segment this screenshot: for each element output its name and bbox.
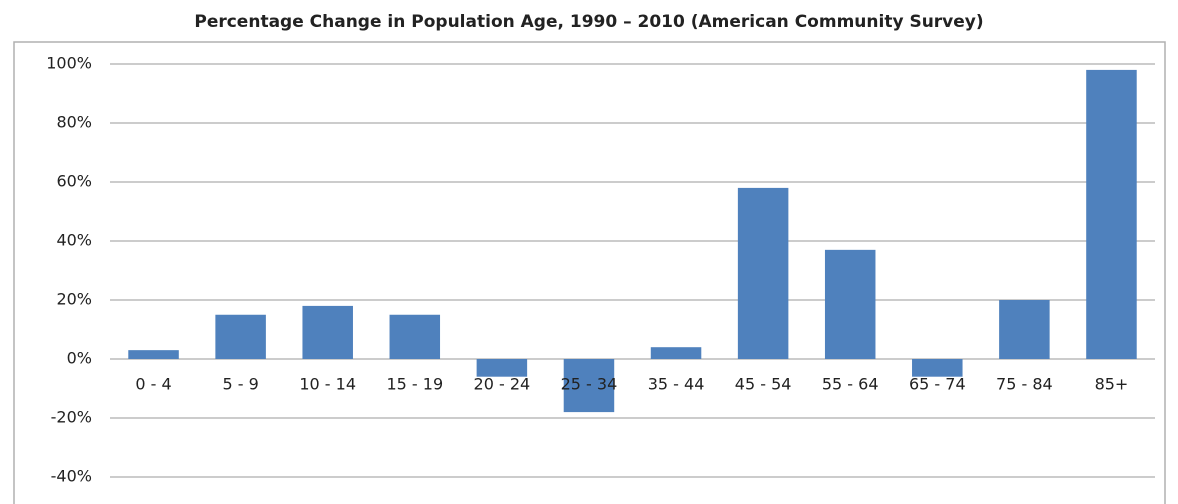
y-tick-label: 40%: [56, 231, 92, 250]
bar: [737, 187, 789, 359]
bar: [128, 350, 179, 359]
bar: [389, 314, 441, 359]
chart-frame: [13, 41, 1166, 504]
y-tick-label: 0%: [67, 349, 92, 368]
y-tick-label: 100%: [46, 54, 92, 73]
bar: [476, 359, 528, 377]
x-tick-label: 45 - 54: [735, 375, 792, 394]
bar: [999, 300, 1050, 359]
chart-title: Percentage Change in Population Age, 199…: [194, 12, 983, 32]
x-tick-label: 20 - 24: [474, 375, 531, 394]
y-tick-label: 60%: [56, 172, 92, 191]
y-tick-label: -40%: [51, 467, 92, 486]
x-tick-label: 25 - 34: [561, 375, 618, 394]
bar: [824, 249, 876, 359]
x-tick-label: 65 - 74: [909, 375, 966, 394]
bar: [302, 305, 353, 359]
bar: [215, 314, 266, 359]
bar: [563, 359, 615, 413]
x-tick-label: 75 - 84: [996, 375, 1053, 394]
x-tick-label: 35 - 44: [648, 375, 705, 394]
x-tick-label: 85+: [1095, 375, 1129, 394]
y-tick-label: 80%: [56, 113, 92, 132]
x-tick-label: 10 - 14: [299, 375, 356, 394]
y-tick-label: -20%: [51, 408, 92, 427]
x-tick-label: 15 - 19: [386, 375, 443, 394]
bar: [912, 359, 963, 377]
x-tick-label: 55 - 64: [822, 375, 879, 394]
bar: [1086, 69, 1137, 360]
bar: [650, 347, 702, 359]
y-tick-label: 20%: [56, 290, 92, 309]
x-tick-label: 5 - 9: [222, 375, 258, 394]
x-tick-label: 0 - 4: [135, 375, 171, 394]
